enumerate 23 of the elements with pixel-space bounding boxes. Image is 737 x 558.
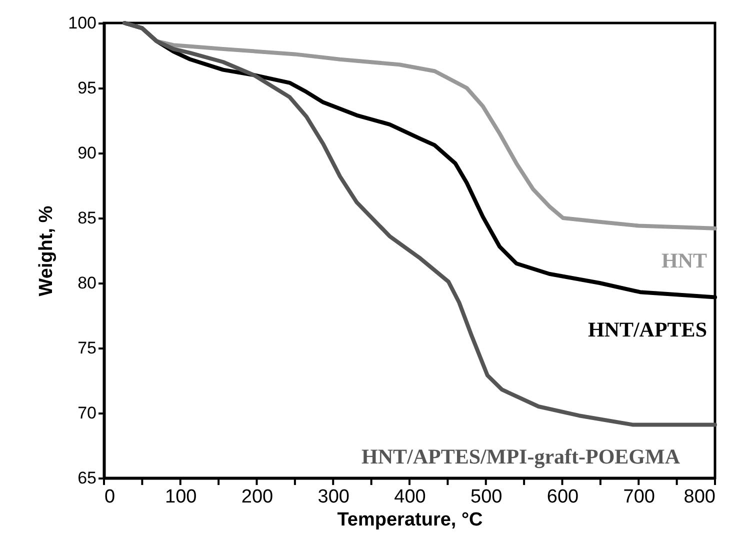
y-tick-label: 80 — [78, 274, 96, 292]
y-tick-label: 65 — [78, 468, 96, 488]
x-tick-label: 600 — [546, 486, 579, 508]
y-tick-label: 90 — [78, 144, 96, 162]
y-tick-label: 100 — [68, 14, 96, 32]
x-tick-label: 500 — [470, 486, 502, 508]
y-tick-label: 95 — [78, 78, 96, 98]
series-label: HNT — [661, 248, 707, 272]
x-tick-label: 700 — [623, 486, 655, 508]
y-tick-label: 75 — [78, 338, 96, 358]
x-tick-label: 300 — [318, 486, 350, 508]
y-tick-label: 85 — [78, 208, 96, 228]
x-axis-title: Temperature, °C — [337, 510, 484, 530]
x-tick-label: 800 — [684, 486, 716, 508]
x-tick-label: 0 — [104, 486, 116, 508]
x-tick-label: 200 — [241, 486, 274, 508]
series-label: HNT/APTES/MPI-graft-POEGMA — [362, 444, 681, 469]
y-axis-title: Weight, % — [36, 206, 58, 296]
series-label: HNT/APTES — [588, 317, 707, 342]
y-tick-label: 70 — [78, 404, 96, 422]
x-tick-label: 400 — [394, 486, 426, 508]
line-series — [122, 21, 717, 427]
x-tick-label: 100 — [165, 486, 197, 508]
